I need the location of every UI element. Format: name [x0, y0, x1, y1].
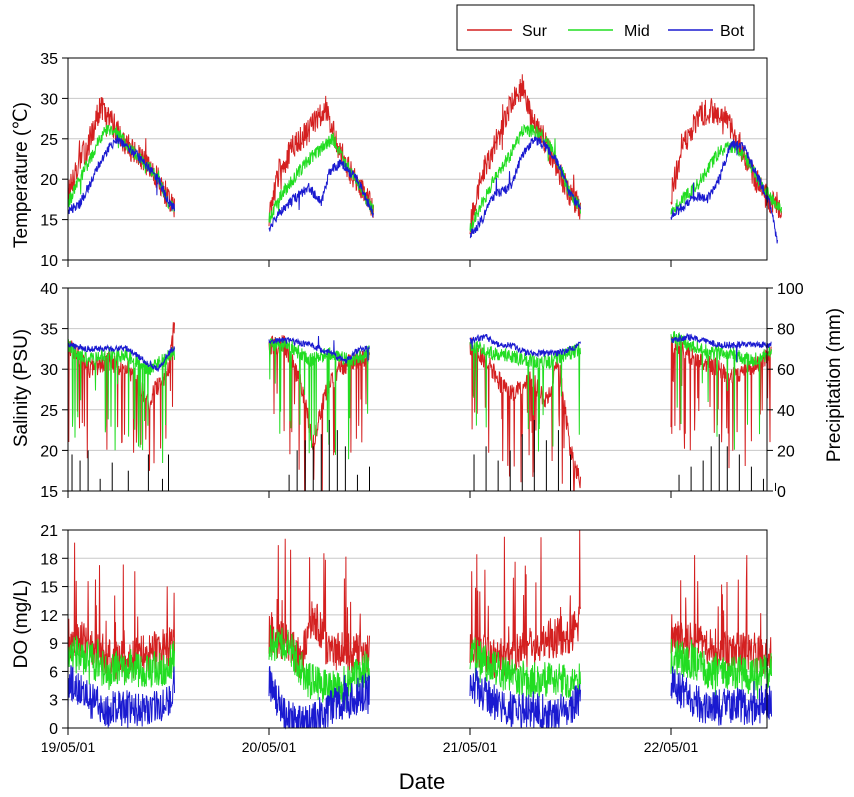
do-axis-title: DO (mg/L) [11, 580, 32, 669]
series-sur-2020 [268, 95, 374, 227]
y-tick-label: 15 [40, 213, 58, 230]
x-tick-label: 19/05/01 [41, 739, 96, 755]
y2-tick-label: 80 [777, 322, 795, 339]
temperature-panel: 10 15 20 25 30 35 [40, 51, 782, 270]
series-bot-2019 [67, 342, 175, 372]
y2-tick-label: 40 [777, 403, 795, 420]
y-tick-label: 30 [40, 91, 58, 108]
y-tick-label: 20 [40, 443, 58, 460]
series-mid-2020 [268, 337, 370, 460]
y-tick-label: 15 [40, 484, 58, 501]
series-sur-2020 [268, 538, 370, 678]
series-sur-2022 [670, 336, 772, 469]
series-mid-2021 [469, 637, 581, 699]
y2-tick-label: 20 [777, 443, 795, 460]
x-tick-label: 20/05/01 [242, 739, 297, 755]
y-tick-label: 25 [40, 403, 58, 420]
y-tick-label: 6 [49, 664, 58, 681]
y-tick-label: 40 [40, 281, 58, 298]
legend-label-sur: Sur [522, 23, 548, 40]
x-axis-title: Date [399, 769, 445, 794]
series-sur-2022 [670, 98, 782, 219]
y2-tick-label: 60 [777, 362, 795, 379]
series-mid-2020 [268, 625, 370, 710]
temperature-axis-title: Temperature (℃) [11, 102, 32, 248]
y2-tick-label: 0 [777, 484, 786, 501]
series-bot-2020 [268, 665, 370, 730]
series-sur-2022 [670, 555, 772, 675]
y-tick-label: 9 [49, 636, 58, 653]
y-tick-label: 21 [40, 523, 58, 540]
legend-box [456, 4, 755, 51]
x-tick-label: 21/05/01 [443, 739, 498, 755]
do-panel: 0 3 6 9 12 15 18 21 19/05/01 20/05/01 21/05/01 22/0… [40, 523, 772, 755]
y-tick-label: 25 [40, 132, 58, 149]
series-mid-2022 [670, 638, 772, 706]
y-tick-label: 0 [49, 721, 58, 738]
legend-label-bot: Bot [720, 23, 745, 40]
salinity-panel: 15 20 25 30 35 40 0 20 40 60 80 100 [40, 281, 804, 501]
y-tick-label: 15 [40, 580, 58, 597]
series-mid-2021 [469, 123, 581, 233]
series-mid-2022 [670, 331, 772, 450]
series-sur-2019 [67, 322, 175, 471]
salinity-axis-title: Salinity (PSU) [11, 329, 32, 447]
series-bot-2021 [469, 136, 581, 239]
y-tick-label: 20 [40, 172, 58, 189]
y2-tick-label: 100 [777, 281, 804, 298]
legend-label-mid: Mid [624, 23, 650, 40]
series-bot-2022 [670, 666, 772, 726]
y-tick-label: 18 [40, 551, 58, 568]
series-mid-2021 [469, 340, 581, 452]
y-tick-label: 3 [49, 693, 58, 710]
x-tick-label: 22/05/01 [644, 739, 699, 755]
series-bot-2020 [268, 335, 370, 364]
series-sur-2021 [469, 529, 581, 679]
plot-frame [67, 57, 768, 261]
plot-frame [67, 287, 768, 492]
series-bot-2021 [469, 333, 581, 358]
series-bot-2019 [67, 665, 175, 728]
y-tick-label: 10 [40, 253, 58, 270]
y-tick-label: 35 [40, 51, 58, 68]
series-bot-2021 [469, 667, 581, 729]
y-tick-label: 35 [40, 322, 58, 339]
series-bot-2022 [670, 333, 772, 363]
series-bot-2022 [670, 138, 778, 244]
legend: Sur Mid Bot [456, 4, 755, 51]
series-bot-2019 [67, 134, 175, 215]
plot-frame [67, 529, 768, 729]
series-sur-2021 [469, 74, 581, 235]
y-tick-label: 12 [40, 608, 58, 625]
series-sur-2021 [469, 337, 581, 492]
series-mid-2019 [67, 635, 175, 691]
precipitation-axis-title: Precipitation (mm) [824, 308, 845, 462]
y-tick-label: 30 [40, 362, 58, 379]
series-bot-2020 [268, 159, 374, 232]
